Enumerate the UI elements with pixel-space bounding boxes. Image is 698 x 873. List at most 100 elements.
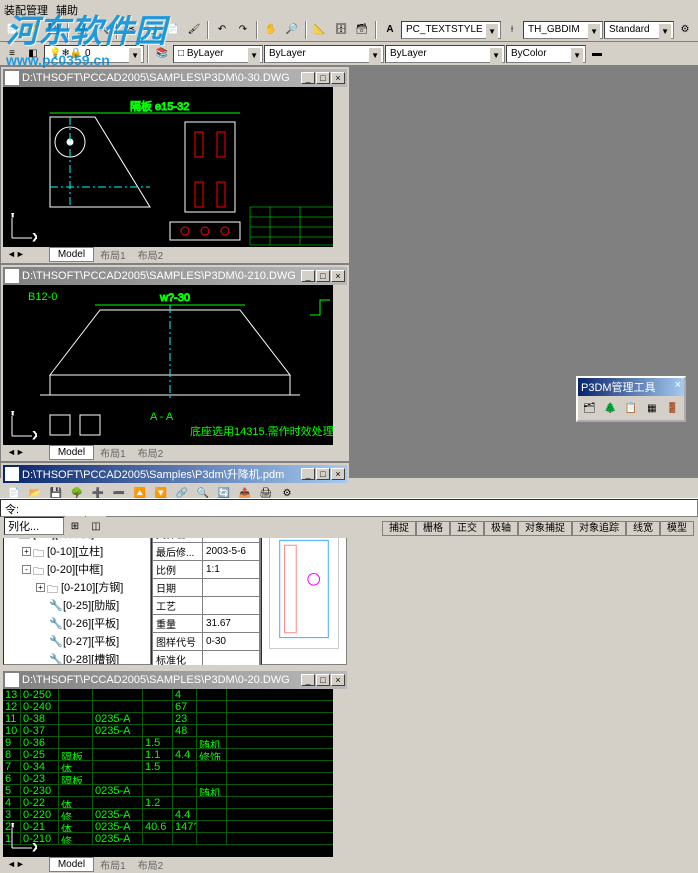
minimize-icon[interactable]: _ [301, 468, 315, 480]
db-icon[interactable]: 🗃 [352, 20, 372, 40]
copy-icon[interactable]: 📋 [142, 20, 162, 40]
status-toggle-正交[interactable]: 正交 [450, 521, 484, 536]
scrollbar-v[interactable] [333, 689, 347, 857]
p3dm-tree-icon[interactable]: 🌲 [601, 398, 620, 418]
paste-icon[interactable]: 📄 [163, 20, 183, 40]
cad-viewport-1[interactable]: 隔板 e15-32 YX [3, 87, 347, 247]
lw-icon[interactable]: ▬ [587, 44, 607, 64]
layout1-tab[interactable]: 布局1 [94, 444, 132, 461]
zoom-icon[interactable]: 🔎 [282, 20, 302, 40]
titlebar-1[interactable]: D:\THSOFT\PCCAD2005\SAMPLES\P3DM\0-30.DW… [3, 69, 347, 87]
std-icon[interactable]: ⚙ [675, 20, 695, 40]
tree-toggle-icon[interactable]: - [22, 565, 31, 574]
scrollbar-v[interactable] [333, 87, 347, 247]
cad-viewport-2[interactable]: B12-0 w?-30 [3, 285, 347, 445]
status-icon-1[interactable]: ⊞ [65, 516, 85, 536]
status-toggle-捕捉[interactable]: 捕捉 [382, 521, 416, 536]
layout2-tab[interactable]: 布局2 [132, 246, 170, 263]
layer-state-dropdown[interactable]: 💡❄🔒 0 [44, 45, 144, 63]
redo-icon[interactable]: ↷ [233, 20, 253, 40]
dim-style-icon[interactable]: ⟊ [502, 20, 522, 40]
status-toggle-极轴[interactable]: 极轴 [484, 521, 518, 536]
prop-icon[interactable]: 🗄 [331, 20, 351, 40]
close-icon[interactable]: × [331, 674, 345, 686]
status-toggle-栅格[interactable]: 栅格 [416, 521, 450, 536]
model-tab[interactable]: Model [49, 247, 94, 262]
prop-val[interactable] [202, 651, 259, 666]
preview-icon[interactable]: 🔍 [93, 20, 113, 40]
status-toggle-对象追踪[interactable]: 对象追踪 [572, 521, 626, 536]
titlebar-2[interactable]: D:\THSOFT\PCCAD2005\SAMPLES\P3DM\0-210.D… [3, 267, 347, 285]
p3dm-list-icon[interactable]: 📋 [622, 398, 641, 418]
p3dm-exit-icon[interactable]: 🚪 [663, 398, 682, 418]
command-line[interactable]: 令: [0, 499, 698, 517]
tree-item[interactable]: 🔧[0-27][平板] [4, 632, 150, 650]
layout1-tab[interactable]: 布局1 [94, 246, 132, 263]
menu-help[interactable]: 辅助 [56, 2, 78, 16]
match-icon[interactable]: 🖌 [184, 20, 204, 40]
text-icon[interactable]: A [380, 20, 400, 40]
tree-item[interactable]: 🔧[0-28][槽钢] [4, 650, 150, 665]
new-icon[interactable]: 📄 [2, 20, 22, 40]
p3dm-grid-icon[interactable]: ▦ [642, 398, 661, 418]
close-icon[interactable]: × [331, 270, 345, 282]
prop-val[interactable]: 1:1 [202, 561, 259, 579]
status-toggle-对象捕捉[interactable]: 对象捕捉 [518, 521, 572, 536]
menu-assembly[interactable]: 装配管理 [4, 2, 48, 16]
textstyle-dropdown[interactable]: PC_TEXTSTYLE [401, 21, 501, 39]
linetype-dropdown[interactable]: ByLayer [264, 45, 384, 63]
floating-toolbar-p3dm[interactable]: P3DM管理工具× 🗂 🌲 📋 ▦ 🚪 [576, 376, 686, 422]
titlebar-4[interactable]: D:\THSOFT\PCCAD2005\SAMPLES\P3DM\0-20.DW… [3, 671, 347, 689]
color-dropdown[interactable]: □ ByLayer [173, 45, 263, 63]
layout2-tab[interactable]: 布局2 [132, 444, 170, 461]
tree-item[interactable]: 🔧[0-25][肋版] [4, 596, 150, 614]
status-toggle-模型[interactable]: 模型 [660, 521, 694, 536]
layers-icon[interactable]: 📚 [152, 44, 172, 64]
pan-icon[interactable]: ✋ [261, 20, 281, 40]
prop-val[interactable]: 0-30 [202, 633, 259, 651]
layer-mgr-icon[interactable]: ≡ [2, 44, 22, 64]
save-icon[interactable]: 💾 [44, 20, 64, 40]
cut-icon[interactable]: ✂ [121, 20, 141, 40]
maximize-icon[interactable]: □ [316, 674, 330, 686]
layer-prev-icon[interactable]: ◧ [23, 44, 43, 64]
tree-item[interactable]: 🔧[0-26][平板] [4, 614, 150, 632]
prop-val[interactable]: 31.67 [202, 615, 259, 633]
layout1-tab[interactable]: 布局1 [94, 856, 132, 873]
layout2-tab[interactable]: 布局2 [132, 856, 170, 873]
print-icon[interactable]: 🖨 [72, 20, 92, 40]
status-icon-2[interactable]: ◫ [86, 516, 106, 536]
maximize-icon[interactable]: □ [316, 72, 330, 84]
close-icon[interactable]: × [675, 379, 681, 395]
bom-cell: 4 [3, 797, 21, 808]
model-tab[interactable]: Model [49, 445, 94, 460]
scrollbar-v[interactable] [333, 285, 347, 445]
minimize-icon[interactable]: _ [301, 674, 315, 686]
titlebar-3[interactable]: D:\THSOFT\PCCAD2005\Samples\P3dm\升降机.pdm… [3, 465, 347, 483]
tree-toggle-icon[interactable]: + [36, 583, 45, 592]
close-icon[interactable]: × [331, 468, 345, 480]
p3dm-browse-icon[interactable]: 🗂 [580, 398, 599, 418]
close-icon[interactable]: × [331, 72, 345, 84]
prop-val[interactable] [202, 579, 259, 597]
tree-toggle-icon[interactable]: + [22, 547, 31, 556]
prop-val[interactable]: 2003-5-6 [202, 543, 259, 561]
cad-viewport-4[interactable]: 130-2504120-24067110-380235-A23100-37023… [3, 689, 347, 857]
layer-dropdown[interactable]: ByLayer [385, 45, 505, 63]
tree-item[interactable]: +🗀[0-210][方钢] [4, 578, 150, 596]
tree-item[interactable]: +🗀[0-10][立柱] [4, 542, 150, 560]
prop-val[interactable] [202, 597, 259, 615]
lineweight-dropdown[interactable]: ByColor [506, 45, 586, 63]
dim-icon[interactable]: 📐 [310, 20, 330, 40]
maximize-icon[interactable]: □ [316, 468, 330, 480]
dimstyle-dropdown[interactable]: TH_GBDIM [523, 21, 603, 39]
minimize-icon[interactable]: _ [301, 72, 315, 84]
model-tab[interactable]: Model [49, 857, 94, 872]
undo-icon[interactable]: ↶ [212, 20, 232, 40]
maximize-icon[interactable]: □ [316, 270, 330, 282]
tree-item[interactable]: -🗀[0-20][中框] [4, 560, 150, 578]
minimize-icon[interactable]: _ [301, 270, 315, 282]
open-icon[interactable]: 📂 [23, 20, 43, 40]
standard-dropdown[interactable]: Standard [604, 21, 674, 39]
status-toggle-线宽[interactable]: 线宽 [626, 521, 660, 536]
